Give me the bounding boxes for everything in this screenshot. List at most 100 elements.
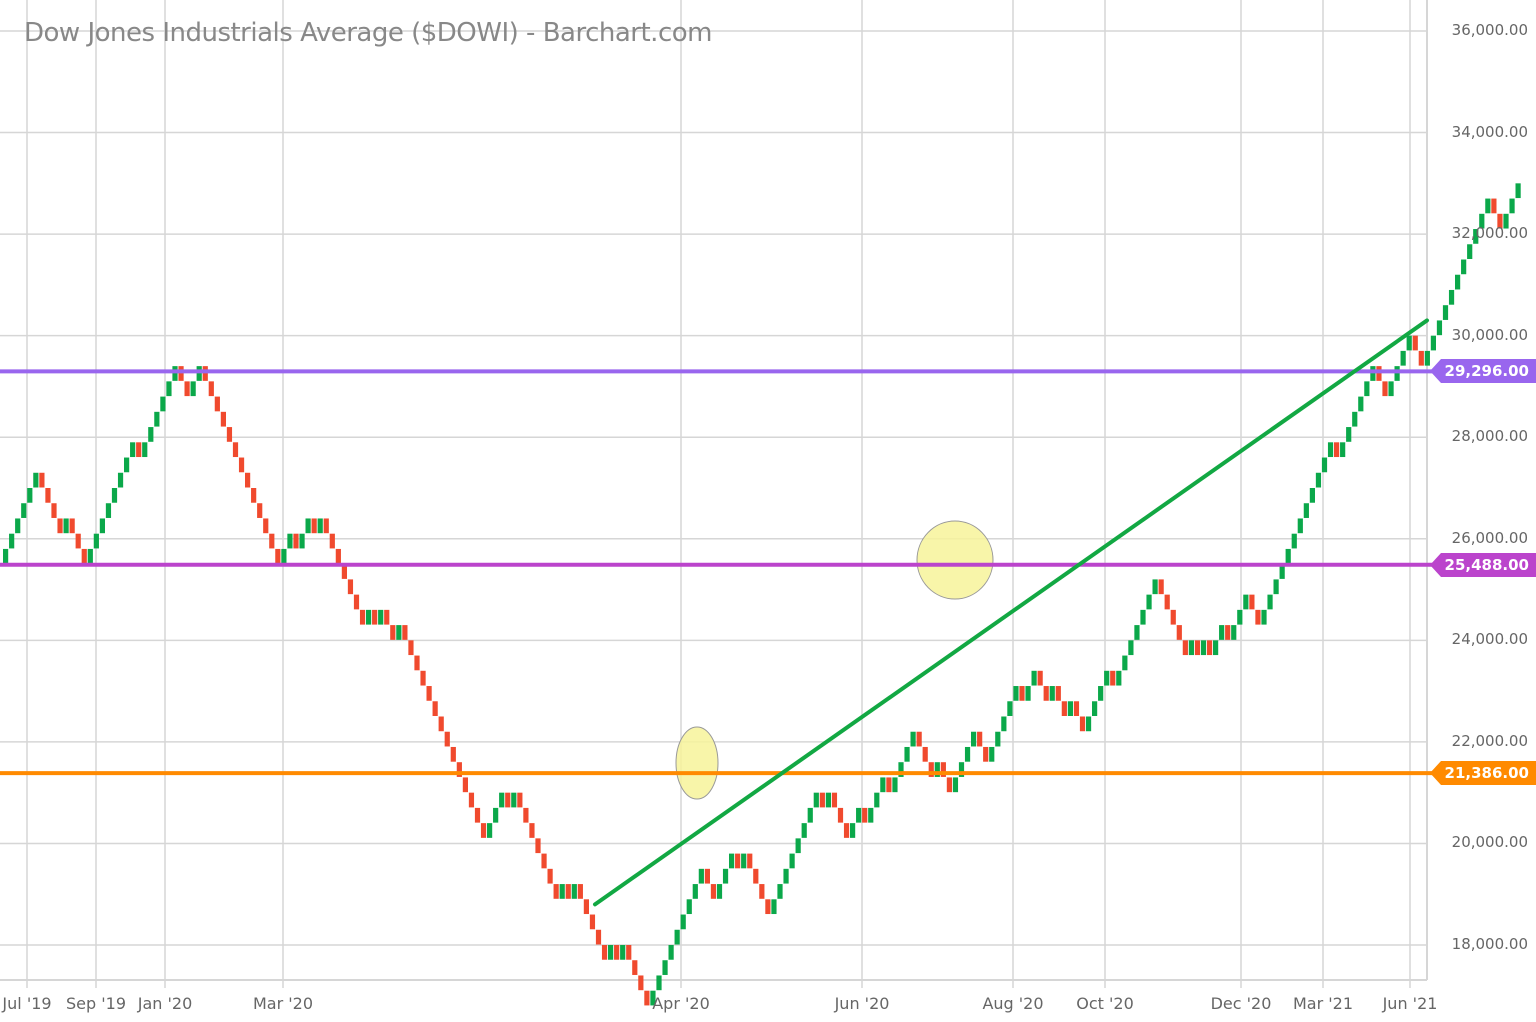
y-tick-label: 30,000.00 — [1451, 325, 1528, 344]
down-brick — [353, 594, 360, 610]
down-brick — [1158, 579, 1164, 595]
up-brick — [287, 533, 293, 549]
down-brick — [837, 807, 844, 823]
up-brick — [1128, 640, 1134, 656]
up-brick — [1134, 625, 1140, 640]
down-brick — [946, 777, 952, 793]
up-brick — [668, 945, 674, 960]
down-brick — [977, 731, 983, 747]
up-brick — [299, 533, 305, 549]
up-brick — [1231, 625, 1237, 640]
up-brick — [952, 777, 959, 793]
up-brick — [971, 731, 977, 747]
up-brick — [698, 868, 704, 884]
down-brick — [408, 640, 414, 656]
down-brick — [57, 518, 63, 534]
up-brick — [783, 868, 789, 884]
up-brick — [1085, 716, 1092, 732]
down-brick — [1055, 686, 1061, 701]
x-tick-label: Aug '20 — [982, 994, 1044, 1013]
up-brick — [317, 518, 323, 534]
down-brick — [347, 579, 354, 595]
up-brick — [1219, 625, 1225, 640]
up-brick — [825, 792, 831, 808]
up-brick — [142, 442, 148, 458]
down-brick — [1073, 701, 1080, 716]
down-brick — [565, 884, 571, 899]
down-brick — [1164, 594, 1170, 610]
down-brick — [862, 807, 868, 823]
down-brick — [940, 762, 946, 777]
up-brick — [789, 853, 795, 869]
up-brick — [190, 381, 196, 397]
x-tick-label: Mar '21 — [1292, 994, 1354, 1013]
up-brick — [1200, 640, 1207, 656]
up-brick — [1031, 670, 1037, 686]
up-brick — [1122, 655, 1128, 671]
up-brick — [1321, 457, 1328, 473]
up-brick — [898, 762, 904, 777]
chart-title: Dow Jones Industrials Average ($DOWI) - … — [24, 18, 712, 48]
up-brick — [910, 731, 916, 747]
down-brick — [323, 518, 329, 534]
y-tick-label: 36,000.00 — [1451, 21, 1528, 39]
up-brick — [880, 777, 886, 793]
up-brick — [801, 823, 807, 838]
up-brick — [1515, 183, 1521, 199]
down-brick — [1491, 198, 1497, 214]
up-brick — [692, 884, 698, 899]
up-brick — [1485, 198, 1491, 214]
down-brick — [765, 899, 771, 915]
up-brick — [1303, 503, 1309, 518]
y-tick-label: 32,000.00 — [1451, 224, 1528, 243]
up-brick — [813, 792, 819, 808]
up-brick — [892, 777, 898, 793]
x-tick-label: Dec '20 — [1210, 994, 1272, 1013]
down-brick — [184, 381, 190, 397]
up-brick — [904, 746, 910, 762]
highlight-ellipse — [916, 520, 994, 600]
up-brick — [1267, 594, 1273, 610]
up-brick — [93, 533, 99, 549]
up-brick — [172, 366, 178, 381]
up-brick — [87, 548, 93, 564]
y-tick-label: 18,000.00 — [1451, 935, 1528, 953]
up-brick — [487, 823, 493, 838]
down-brick — [517, 792, 523, 808]
down-brick — [710, 884, 717, 899]
up-brick — [716, 884, 723, 899]
down-brick — [69, 518, 75, 534]
down-brick — [341, 564, 347, 579]
down-brick — [226, 427, 233, 442]
up-brick — [1007, 701, 1013, 716]
trendline — [593, 318, 1429, 907]
up-brick — [964, 746, 971, 762]
up-brick — [148, 427, 154, 442]
down-brick — [480, 823, 487, 838]
up-brick — [33, 472, 39, 488]
up-brick — [1261, 609, 1267, 625]
down-brick — [214, 396, 220, 412]
up-brick — [1213, 640, 1219, 656]
up-brick — [130, 442, 136, 458]
highlight-ellipse — [675, 726, 719, 800]
up-brick — [493, 807, 499, 823]
down-brick — [735, 853, 741, 869]
up-brick — [686, 899, 692, 915]
up-brick — [99, 518, 105, 534]
down-brick — [414, 655, 420, 671]
up-brick — [1388, 381, 1394, 397]
down-brick — [220, 411, 226, 427]
support-mid-price-tag: 25,488.00 — [1429, 552, 1536, 577]
down-brick — [1376, 366, 1382, 381]
down-brick — [1019, 686, 1025, 701]
down-brick — [202, 366, 208, 381]
up-brick — [722, 868, 729, 884]
up-brick — [1285, 548, 1291, 564]
up-brick — [1146, 594, 1152, 610]
down-brick — [462, 777, 468, 793]
up-brick — [995, 731, 1001, 747]
up-brick — [1370, 366, 1376, 381]
up-brick — [160, 396, 166, 412]
down-brick — [831, 792, 838, 808]
